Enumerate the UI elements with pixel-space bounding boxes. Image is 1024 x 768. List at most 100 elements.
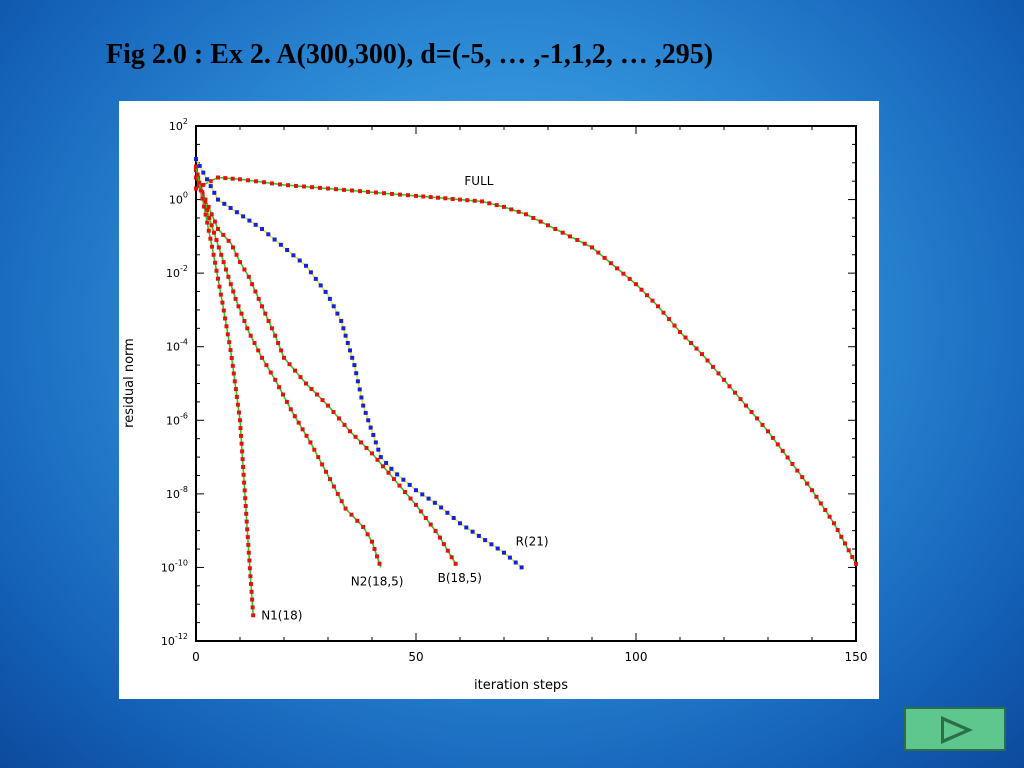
y-tick-exponent: -8 [180,485,188,494]
series-marker [780,448,785,453]
series-marker [304,263,308,268]
series-marker [318,283,323,288]
series-marker [246,274,251,279]
series-marker [378,455,383,460]
y-tick-label: 102 [169,117,188,133]
series-marker [700,352,704,357]
series-marker [287,362,292,367]
series-marker [472,198,477,203]
series-marker [553,227,558,231]
series-marker [231,289,236,294]
series-marker [310,185,314,190]
series-line-r-21- [195,158,523,568]
y-tick-label: 100 [169,191,188,207]
series-marker [397,483,402,488]
series-marker [260,227,264,231]
series-marker [281,392,285,397]
y-tick-label: 10-8 [166,485,188,501]
series-marker [269,326,274,331]
series-marker [846,548,851,553]
series-marker [823,508,828,512]
series-marker [216,175,220,180]
series-marker [296,420,301,425]
series-marker [345,341,350,345]
series-marker [358,189,362,194]
series-marker [246,542,251,547]
series-marker [487,201,492,206]
series-marker [502,204,506,209]
series-marker [230,176,235,181]
series-marker [634,282,638,287]
series-marker [291,253,296,258]
series-marker [733,390,737,395]
series-marker [221,260,226,265]
series-marker [432,500,437,505]
series-marker [222,201,227,206]
series-marker [225,332,230,337]
series-marker [320,398,325,403]
series-marker [237,410,241,415]
series-marker [209,223,214,228]
series-marker [256,348,261,353]
series-marker [205,208,209,212]
series-marker [433,529,438,534]
series-marker [335,311,340,316]
series-marker [372,547,377,551]
series-marker [470,529,475,534]
series-marker [213,260,218,265]
y-tick-exponent: 2 [183,117,188,126]
series-marker [627,276,632,281]
series-marker [298,375,303,380]
series-marker [249,582,253,586]
series-marker [513,560,518,565]
series-marker [243,504,248,508]
series-marker [260,304,264,309]
series-marker [226,274,231,279]
series-marker [228,206,233,210]
series-marker [294,183,298,188]
series-marker [483,538,488,543]
next-slide-button[interactable] [904,707,1006,751]
series-marker [223,316,228,321]
series-marker [377,561,382,566]
series-marker [361,525,366,529]
series-marker [245,535,250,540]
series-marker [202,204,206,209]
series-marker [315,392,319,397]
series-marker [328,477,332,482]
series-marker [366,189,370,194]
series-marker [357,387,362,392]
series-marker [219,252,224,257]
series-marker [531,216,536,220]
series-marker [276,341,281,345]
series-label: FULL [464,174,493,188]
series-marker [390,191,394,196]
series-marker [304,433,309,438]
series-marker [244,511,249,516]
series-marker [480,199,484,204]
series-marker [229,356,234,360]
series-marker [266,232,271,237]
series-marker [245,527,250,532]
series-marker [476,533,481,538]
series-marker [248,574,253,579]
series-marker [239,441,244,446]
series-marker [392,477,396,482]
series-marker [250,605,255,610]
series-marker [349,512,354,517]
slide-title: Fig 2.0 : Ex 2. A(300,300), d=(-5, … ,-1… [106,39,714,70]
y-axis-label: residual norm [122,338,137,428]
series-marker [331,304,336,309]
series-marker [451,516,456,520]
series-marker [590,245,594,250]
series-marker [364,445,369,450]
x-tick-label: 150 [845,650,868,664]
series-marker [264,363,269,368]
series-marker [582,241,587,246]
series-marker [216,227,220,231]
series-marker [324,469,328,474]
series-marker [223,176,228,181]
series-marker [277,385,282,390]
series-marker [217,284,222,289]
series-marker [401,477,406,482]
